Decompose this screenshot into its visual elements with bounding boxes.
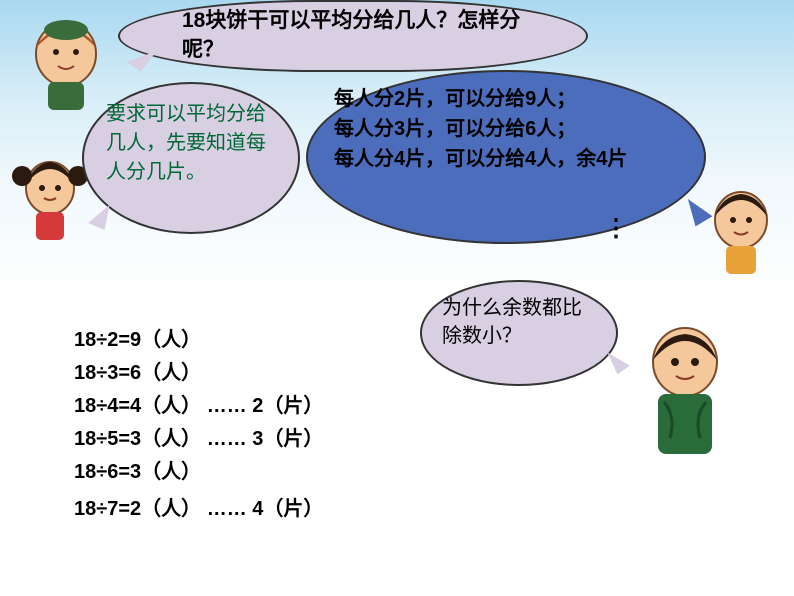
equation-row: 18÷7=2（人） …… 4（片） (74, 494, 323, 525)
equation-row: 18÷3=6（人） (74, 358, 323, 389)
equation-expr: 18÷7=2 (74, 498, 141, 520)
equation-row: 18÷6=3（人） (74, 457, 323, 488)
answer-line-3: 每人分4片，可以分给4人，余4片 (334, 144, 678, 174)
equation-row: 18÷2=9（人） (74, 325, 323, 356)
girl-with-pigtails-icon (10, 150, 90, 246)
equation-expr: 18÷6=3 (74, 461, 141, 483)
equation-unit: （人） (141, 498, 201, 520)
equation-remainder: …… 4（片） (201, 498, 323, 520)
equation-unit: （人） (141, 362, 201, 384)
answer-line-1: 每人分2片，可以分给9人； (334, 84, 678, 114)
equation-expr: 18÷3=6 (74, 362, 141, 384)
hint-text: 要求可以平均分给几人，先要知道每人分几片。 (106, 100, 276, 187)
remainder-question-text: 为什么余数都比除数小？ (442, 294, 596, 350)
equation-expr: 18÷2=9 (74, 329, 141, 351)
boy-short-hair-icon (700, 182, 782, 278)
equation-remainder: …… 2（片） (201, 395, 323, 417)
equation-row: 18÷4=4（人） …… 2（片） (74, 391, 323, 422)
boy-with-cap-icon (20, 14, 112, 114)
vertical-ellipsis-icon: ⋮ (604, 214, 628, 243)
equation-unit: （人） (141, 461, 201, 483)
answer-bubble-right: 每人分2片，可以分给9人； 每人分3片，可以分给6人； 每人分4片，可以分给4人… (306, 70, 706, 244)
equations-block: 18÷2=9（人） 18÷3=6（人） 18÷4=4（人） …… 2（片） 18… (74, 325, 323, 527)
boy-green-jacket-icon (620, 320, 750, 470)
question-bubble-top: 18块饼干可以平均分给几人？怎样分呢？ (118, 0, 588, 72)
equation-unit: （人） (141, 428, 201, 450)
equation-row: 18÷5=3（人） …… 3（片） (74, 424, 323, 455)
bubble-pointer (127, 51, 162, 75)
question-text: 18块饼干可以平均分给几人？怎样分呢？ (182, 6, 524, 65)
equation-unit: （人） (141, 395, 201, 417)
equation-unit: （人） (141, 329, 201, 351)
equation-remainder: …… 3（片） (201, 428, 323, 450)
equation-expr: 18÷4=4 (74, 395, 141, 417)
answer-line-2: 每人分3片，可以分给6人； (334, 114, 678, 144)
question-bubble-bottom-right: 为什么余数都比除数小？ (420, 280, 618, 386)
equation-expr: 18÷5=3 (74, 428, 141, 450)
